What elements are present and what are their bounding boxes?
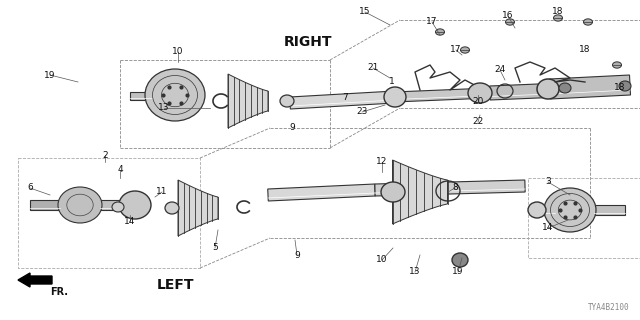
Text: 7: 7: [342, 92, 348, 101]
Text: 21: 21: [367, 63, 379, 73]
Ellipse shape: [584, 19, 593, 25]
Text: 2: 2: [102, 150, 108, 159]
Ellipse shape: [612, 62, 621, 68]
Text: 14: 14: [124, 218, 136, 227]
Polygon shape: [268, 184, 375, 201]
Text: 6: 6: [27, 183, 33, 193]
Ellipse shape: [544, 188, 596, 232]
Text: LEFT: LEFT: [156, 278, 194, 292]
Polygon shape: [30, 200, 60, 210]
Ellipse shape: [537, 79, 559, 99]
Ellipse shape: [145, 69, 205, 121]
Text: 11: 11: [156, 188, 168, 196]
Text: 9: 9: [294, 251, 300, 260]
Text: 5: 5: [212, 244, 218, 252]
Ellipse shape: [384, 87, 406, 107]
Text: 8: 8: [452, 183, 458, 193]
Text: 16: 16: [502, 12, 514, 20]
Text: 24: 24: [494, 66, 506, 75]
Text: RIGHT: RIGHT: [284, 35, 332, 49]
Text: 9: 9: [289, 124, 295, 132]
Text: 19: 19: [44, 70, 56, 79]
Text: 18: 18: [552, 7, 564, 17]
Text: 10: 10: [376, 255, 388, 265]
Text: 3: 3: [545, 178, 551, 187]
FancyArrow shape: [18, 273, 52, 287]
Ellipse shape: [381, 182, 405, 202]
Ellipse shape: [280, 95, 294, 107]
Polygon shape: [178, 180, 218, 236]
Text: 17: 17: [451, 45, 461, 54]
Ellipse shape: [461, 47, 470, 53]
Text: 10: 10: [172, 47, 184, 57]
Ellipse shape: [559, 83, 571, 93]
Text: 13: 13: [158, 103, 170, 113]
Polygon shape: [392, 160, 447, 224]
Polygon shape: [540, 205, 555, 215]
Ellipse shape: [112, 202, 124, 212]
Polygon shape: [394, 88, 490, 102]
Polygon shape: [550, 75, 630, 99]
Ellipse shape: [528, 202, 546, 218]
Ellipse shape: [452, 253, 468, 267]
Polygon shape: [490, 81, 611, 100]
Ellipse shape: [58, 187, 102, 223]
Text: 20: 20: [472, 98, 484, 107]
Text: FR.: FR.: [50, 287, 68, 297]
Text: 14: 14: [542, 223, 554, 233]
Polygon shape: [290, 91, 396, 109]
Polygon shape: [594, 205, 625, 215]
Ellipse shape: [554, 15, 563, 21]
Text: 17: 17: [426, 18, 438, 27]
Ellipse shape: [119, 191, 151, 219]
Text: 23: 23: [356, 108, 368, 116]
Polygon shape: [375, 180, 525, 196]
Text: 15: 15: [359, 7, 371, 17]
Ellipse shape: [506, 19, 515, 25]
Polygon shape: [228, 74, 268, 128]
Text: 19: 19: [452, 268, 464, 276]
Text: 18: 18: [579, 45, 591, 54]
Ellipse shape: [435, 29, 445, 35]
Text: 4: 4: [117, 165, 123, 174]
Ellipse shape: [468, 83, 492, 103]
Text: 22: 22: [472, 117, 484, 126]
Text: TYA4B2100: TYA4B2100: [588, 303, 630, 312]
Text: 12: 12: [376, 157, 388, 166]
Text: 1: 1: [389, 77, 395, 86]
Ellipse shape: [619, 81, 631, 91]
Polygon shape: [100, 200, 130, 210]
Text: 13: 13: [409, 268, 420, 276]
Ellipse shape: [165, 202, 179, 214]
Polygon shape: [130, 92, 152, 100]
Text: 18: 18: [614, 84, 626, 92]
